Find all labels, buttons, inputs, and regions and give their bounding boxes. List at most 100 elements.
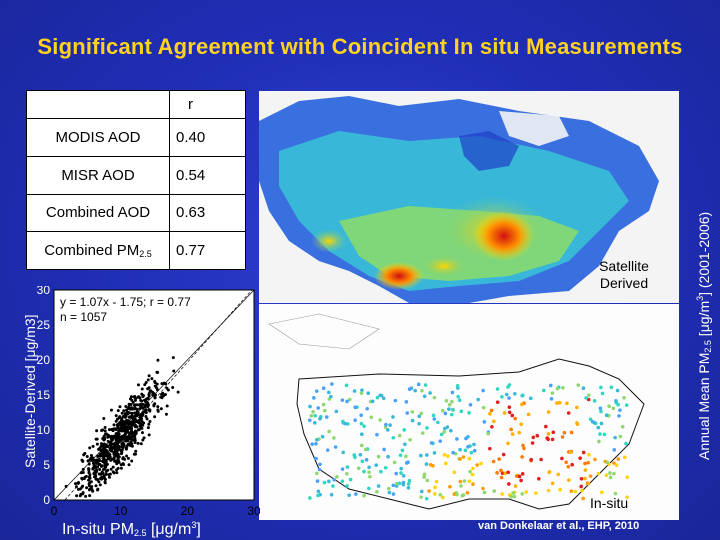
monitor-site-dot [345, 472, 349, 476]
monitor-site-dot [391, 415, 395, 419]
scatter-point [165, 404, 169, 408]
scatter-point [110, 449, 114, 453]
scatter-point [144, 380, 148, 384]
monitor-site-dot [393, 398, 398, 403]
scatter-point [136, 383, 140, 387]
scatter-point [81, 492, 85, 496]
scatter-y-axis-label: Satellite-Derived [μg/m3] [22, 314, 38, 468]
monitor-site-dot [438, 439, 442, 443]
monitor-site-dot [340, 479, 345, 484]
scatter-point [89, 454, 93, 458]
monitor-site-dot [476, 397, 480, 402]
monitor-site-dot [456, 394, 460, 399]
monitor-site-dot [464, 436, 468, 441]
monitor-site-dot [569, 430, 574, 435]
monitor-site-dot [376, 454, 381, 459]
monitor-site-dot [513, 416, 517, 421]
scatter-point [120, 445, 124, 449]
monitor-site-dot [579, 484, 583, 489]
table-row-value: 0.77 [169, 231, 246, 270]
monitor-site-dot [324, 415, 329, 419]
scatter-point [78, 487, 82, 491]
monitor-site-dot [379, 469, 383, 474]
monitor-site-dot [528, 396, 533, 401]
monitor-site-dot [609, 385, 614, 390]
monitor-site-dot [370, 399, 375, 404]
scatter-point [109, 467, 113, 471]
monitor-site-dot [341, 419, 345, 424]
scatter-point [108, 455, 112, 459]
monitor-site-dot [625, 475, 630, 479]
scatter-point [87, 467, 91, 471]
monitor-site-dot [593, 457, 597, 462]
scatter-point [97, 472, 101, 476]
scatter-point [84, 474, 88, 478]
monitor-site-dot [308, 404, 312, 409]
monitor-site-dot [421, 431, 425, 435]
table-row-value: 0.63 [169, 193, 246, 233]
scatter-point [123, 413, 127, 417]
monitor-site-dot [417, 421, 421, 426]
monitor-site-dot [375, 432, 379, 437]
scatter-point [94, 437, 98, 441]
monitor-site-dot [443, 411, 448, 416]
scatter-point [138, 418, 142, 422]
scatter-point [147, 374, 151, 378]
monitor-site-dot [359, 413, 363, 418]
scatter-point [119, 429, 123, 433]
monitor-site-dot [374, 463, 378, 467]
monitor-site-dot [569, 489, 574, 493]
monitor-site-dot [367, 486, 371, 491]
scatter-point [159, 395, 163, 399]
scatter-point [101, 460, 105, 464]
monitor-site-dot [428, 462, 433, 467]
scatter-point [97, 458, 101, 462]
monitor-site-dot [600, 391, 605, 396]
table-row-value: 0.40 [169, 118, 246, 157]
scatter-point [144, 408, 148, 412]
x-tick-label: 20 [181, 504, 195, 518]
monitor-site-dot [586, 460, 590, 465]
scatter-point [114, 414, 118, 418]
monitor-site-dot [400, 448, 405, 453]
monitor-site-dot [618, 408, 622, 412]
monitor-site-dot [560, 456, 564, 461]
monitor-site-dot [460, 493, 465, 498]
monitor-site-dot [325, 448, 330, 452]
table-row-value: 0.54 [169, 155, 246, 195]
monitor-site-dot [588, 417, 593, 422]
monitor-site-dot [330, 382, 334, 386]
scatter-point [128, 397, 132, 401]
scatter-point [82, 453, 86, 457]
monitor-site-dot [512, 494, 517, 499]
monitor-site-dot [500, 492, 504, 496]
scatter-point [124, 408, 128, 412]
scatter-point [111, 470, 115, 474]
scatter-point [140, 431, 144, 435]
scatter-point [81, 470, 85, 474]
monitor-site-dot [359, 391, 364, 395]
monitor-site-dot [406, 485, 411, 490]
scatter-point [125, 454, 129, 458]
table-row-label: Combined PM2.5 [26, 231, 170, 270]
monitor-site-dot [468, 469, 472, 474]
monitor-site-dot [362, 493, 366, 498]
scatter-point [125, 445, 129, 449]
scatter-point [91, 467, 95, 471]
monitor-sites [307, 382, 630, 501]
table-row-label: MODIS AOD [26, 118, 170, 157]
scatter-point [80, 476, 84, 480]
monitor-site-dot [317, 467, 322, 472]
monitor-site-dot [586, 481, 591, 486]
scatter-point [90, 485, 94, 489]
scatter-point [81, 459, 85, 463]
monitor-site-dot [580, 488, 584, 493]
in-situ-map [259, 304, 679, 520]
monitor-site-dot [513, 392, 517, 396]
monitor-site-dot [318, 416, 322, 421]
monitor-site-dot [443, 426, 447, 431]
scatter-point [116, 423, 120, 427]
scatter-point [141, 394, 145, 398]
monitor-site-dot [502, 411, 507, 415]
monitor-site-dot [391, 483, 396, 488]
